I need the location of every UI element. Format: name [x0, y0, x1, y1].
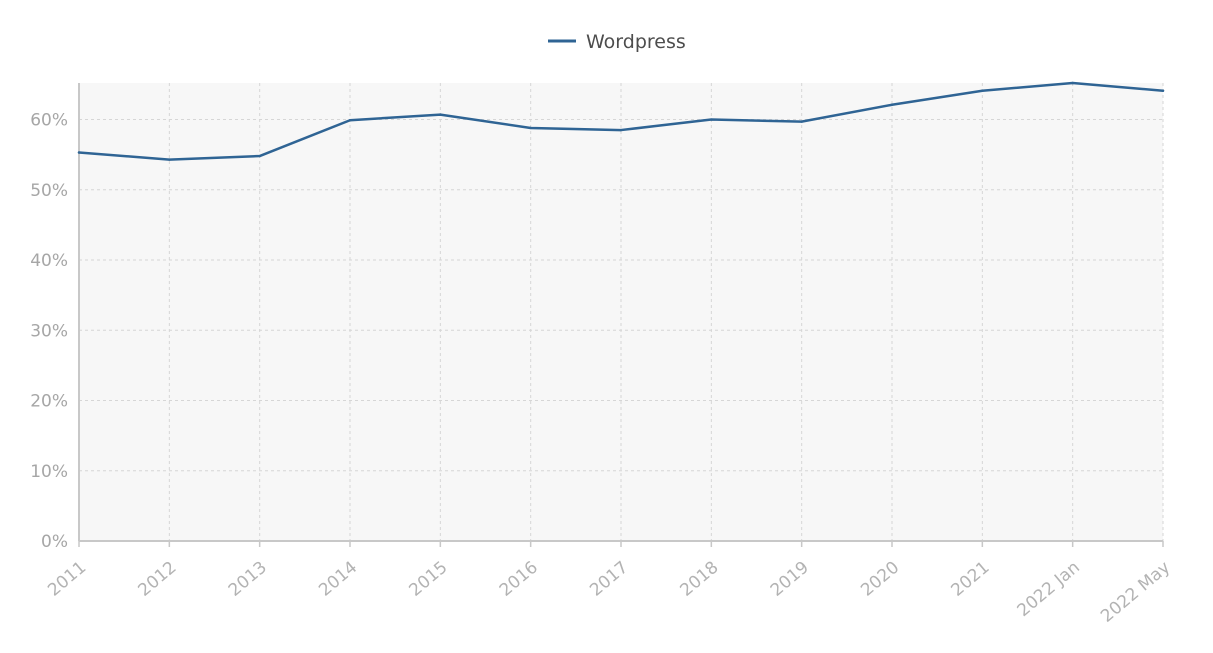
y-tick-label: 20%	[30, 392, 68, 412]
x-tick-label: 2017	[586, 558, 632, 601]
legend[interactable]: Wordpress	[548, 31, 686, 53]
x-tick-label: 2012	[135, 558, 181, 601]
legend-label-wordpress: Wordpress	[586, 31, 686, 53]
axes	[78, 83, 1164, 547]
data-point[interactable]	[439, 113, 442, 116]
x-tick-label: 2022 May	[1097, 558, 1174, 627]
x-tick-label: 2011	[44, 558, 90, 601]
data-point[interactable]	[168, 158, 171, 161]
x-tick-label: 2015	[406, 558, 452, 601]
y-tick-label: 0%	[41, 532, 68, 552]
x-tick-label: 2016	[496, 558, 542, 601]
data-point[interactable]	[981, 89, 984, 92]
series	[77, 81, 1165, 161]
y-tick-label: 40%	[30, 251, 68, 271]
x-tick-label: 2018	[677, 558, 723, 601]
data-point[interactable]	[619, 128, 623, 132]
x-tick-label: 2021	[948, 558, 994, 601]
x-tick-label: 2022 Jan	[1014, 558, 1084, 621]
data-point[interactable]	[890, 103, 894, 106]
data-point[interactable]	[77, 151, 81, 154]
data-point[interactable]	[710, 118, 713, 121]
data-point[interactable]	[1161, 89, 1165, 92]
data-point[interactable]	[258, 154, 261, 158]
x-tick-label: 2019	[767, 558, 813, 601]
y-tick-label: 10%	[30, 462, 68, 482]
x-tick-label: 2014	[315, 558, 361, 601]
x-tick-label: 2020	[857, 558, 903, 601]
x-tick-label: 2013	[225, 558, 271, 601]
y-tick-label: 50%	[30, 181, 68, 201]
data-point[interactable]	[800, 120, 803, 123]
y-axis-ticks: 0% 10% 20% 30% 40% 50% 60%	[30, 111, 68, 552]
y-tick-label: 60%	[30, 111, 68, 131]
y-tick-label: 30%	[30, 321, 68, 341]
x-axis-ticks: 2011 2012 2013 2014 2015 2016 2017 2018 2019 2020…	[44, 558, 1174, 627]
grid	[79, 83, 1164, 541]
data-point[interactable]	[1071, 81, 1074, 85]
data-point[interactable]	[529, 126, 532, 130]
data-point[interactable]	[348, 119, 352, 122]
